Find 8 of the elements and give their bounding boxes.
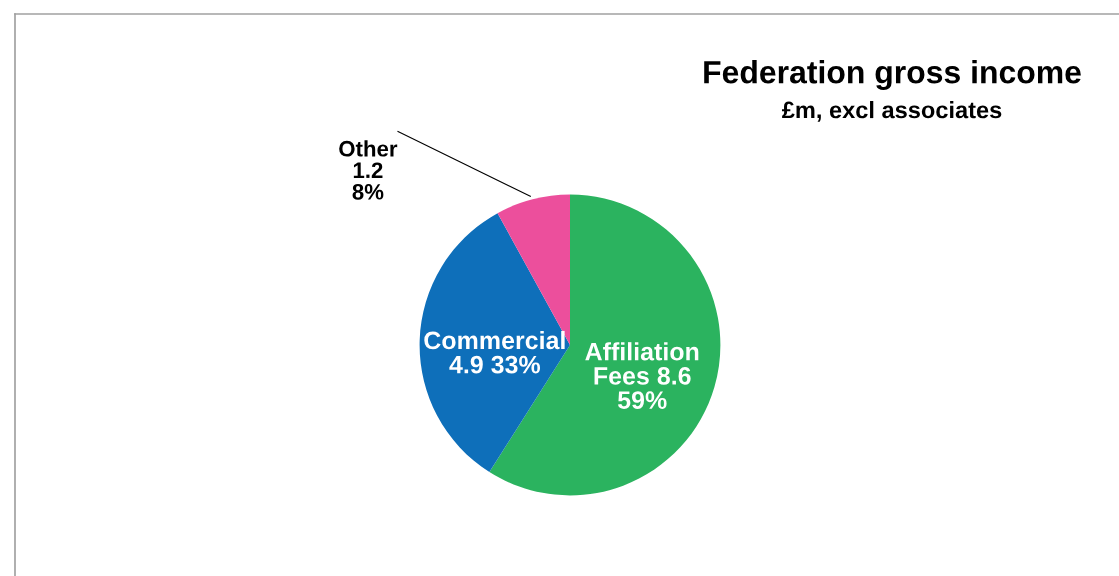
text: £m, excl associates bbox=[781, 101, 1002, 122]
slice-label: Affiliation Fees 8.6 59% bbox=[585, 342, 699, 409]
slice-label: Other bbox=[339, 140, 398, 157]
data-label: 1.2 8% bbox=[352, 162, 384, 200]
slice-label: Commercial bbox=[424, 330, 565, 350]
pie-slice bbox=[419, 213, 570, 472]
data-label: 4.9 33% bbox=[449, 355, 541, 374]
text: Federation gross income bbox=[704, 60, 1081, 90]
